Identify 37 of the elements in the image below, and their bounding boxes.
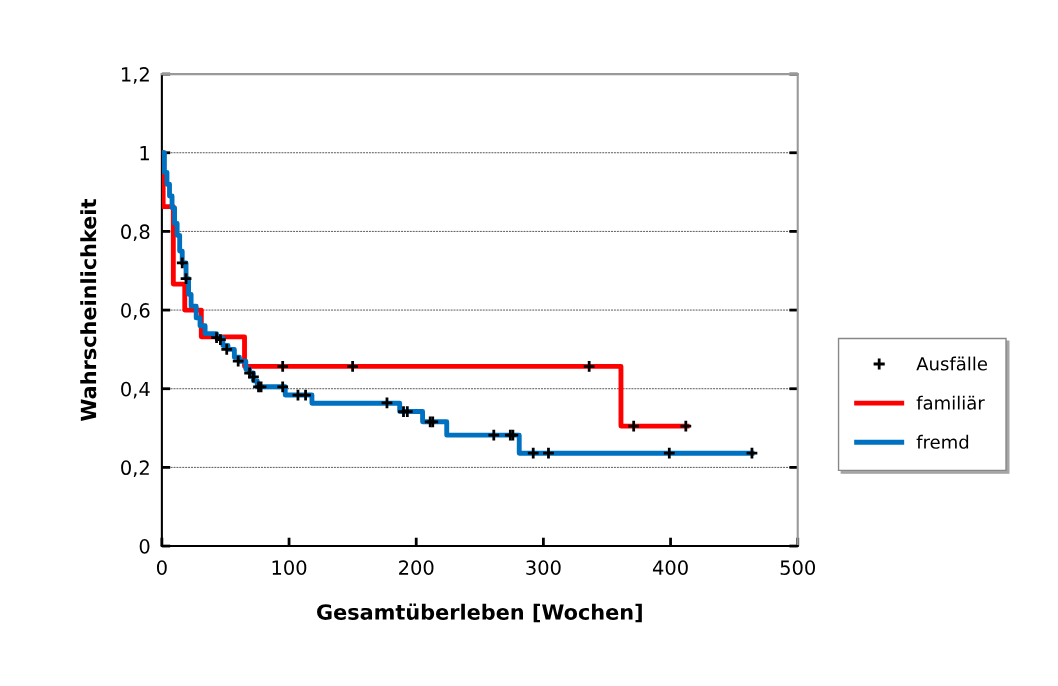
point: [219, 342, 234, 357]
x-tick-label: 0: [156, 560, 167, 575]
point: [662, 446, 677, 461]
point: [246, 370, 261, 384]
point: [745, 446, 759, 461]
point: [526, 446, 540, 461]
point: [213, 332, 228, 347]
point: [231, 354, 245, 368]
point: [679, 419, 693, 433]
point: [541, 446, 556, 461]
point: [179, 271, 193, 286]
x-tick-label: 500: [780, 560, 815, 575]
y-tick-label: 0,4: [121, 381, 150, 399]
x-tick-label: 100: [272, 560, 307, 575]
point: [345, 359, 360, 374]
legend-label: Ausfälle: [916, 356, 987, 371]
legend-label: fremd: [916, 434, 969, 449]
point: [487, 428, 501, 442]
x-axis-title: Gesamtüberleben [Wochen]: [317, 603, 642, 623]
y-tick-label: 1,2: [121, 67, 149, 84]
x-tick-label: 400: [652, 560, 688, 575]
x-tick-label: 200: [399, 560, 434, 575]
y-tick-label: 1: [140, 145, 149, 161]
point: [275, 380, 290, 394]
point: [298, 388, 313, 402]
y-tick-label: 0: [139, 539, 150, 554]
point: [380, 396, 394, 410]
point: [626, 419, 641, 433]
y-tick-label: 0,6: [121, 303, 150, 320]
legend-label: familiär: [916, 395, 985, 410]
x-tick-label: 300: [526, 560, 561, 575]
point: [175, 256, 189, 270]
y-axis-title: Wahrscheinlichkeit: [80, 199, 97, 421]
y-tick-label: 0,2: [121, 460, 149, 478]
y-tick-label: 0,8: [121, 224, 150, 242]
point: [582, 359, 596, 374]
point: [275, 359, 290, 374]
